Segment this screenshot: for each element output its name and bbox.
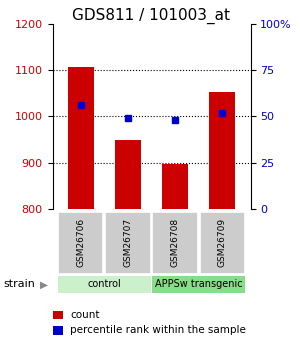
Title: GDS811 / 101003_at: GDS811 / 101003_at xyxy=(73,8,230,24)
Text: APPSw transgenic: APPSw transgenic xyxy=(155,279,242,289)
FancyBboxPatch shape xyxy=(200,212,245,274)
FancyBboxPatch shape xyxy=(105,212,151,274)
Bar xyxy=(115,139,141,209)
Text: control: control xyxy=(88,279,121,289)
FancyBboxPatch shape xyxy=(58,212,104,274)
Text: GSM26709: GSM26709 xyxy=(218,218,227,267)
Text: GSM26707: GSM26707 xyxy=(123,218,132,267)
Bar xyxy=(162,164,188,209)
Text: count: count xyxy=(70,310,100,320)
Text: GSM26706: GSM26706 xyxy=(76,218,85,267)
Bar xyxy=(68,67,94,209)
FancyBboxPatch shape xyxy=(58,276,151,293)
Text: GSM26708: GSM26708 xyxy=(171,218,180,267)
Text: ▶: ▶ xyxy=(40,279,47,289)
FancyBboxPatch shape xyxy=(152,276,245,293)
FancyBboxPatch shape xyxy=(152,212,198,274)
Bar xyxy=(209,92,235,209)
Text: strain: strain xyxy=(3,279,35,289)
Text: percentile rank within the sample: percentile rank within the sample xyxy=(70,325,246,335)
